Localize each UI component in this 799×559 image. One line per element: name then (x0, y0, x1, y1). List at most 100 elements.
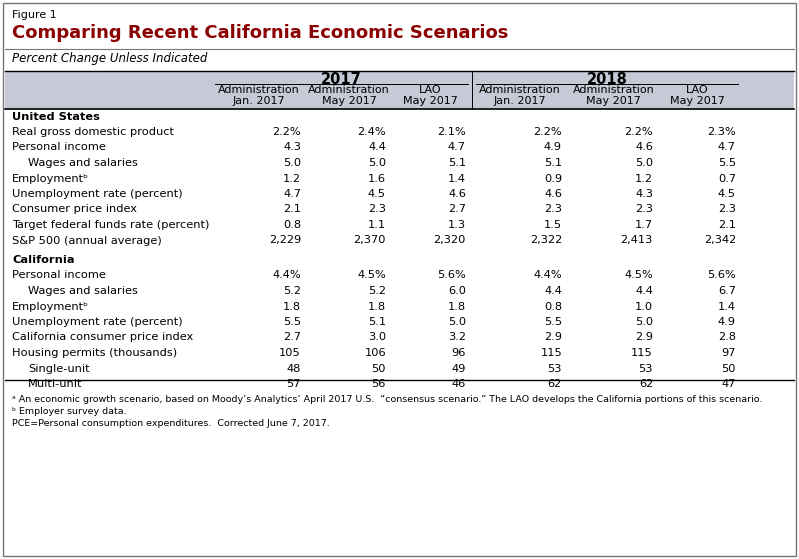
Text: 0.8: 0.8 (544, 301, 562, 311)
Text: 5.5: 5.5 (718, 158, 736, 168)
Text: 4.7: 4.7 (283, 189, 301, 199)
Text: ᵇ Employer survey data.: ᵇ Employer survey data. (12, 406, 126, 415)
Text: 2,320: 2,320 (434, 235, 466, 245)
Text: 53: 53 (547, 363, 562, 373)
Text: 50: 50 (721, 363, 736, 373)
Text: 50: 50 (372, 363, 386, 373)
Text: Figure 1: Figure 1 (12, 10, 57, 20)
Text: 2018: 2018 (586, 72, 627, 87)
Text: May 2017: May 2017 (321, 96, 376, 106)
Text: 1.1: 1.1 (368, 220, 386, 230)
Text: 5.5: 5.5 (283, 317, 301, 327)
Text: Personal income: Personal income (12, 271, 106, 281)
Text: 4.4%: 4.4% (272, 271, 301, 281)
Text: 2.1: 2.1 (718, 220, 736, 230)
Text: 4.5: 4.5 (718, 189, 736, 199)
Text: 1.4: 1.4 (448, 173, 466, 183)
Text: 2.3: 2.3 (544, 205, 562, 215)
Text: Real gross domestic product: Real gross domestic product (12, 127, 174, 137)
Text: Housing permits (thousands): Housing permits (thousands) (12, 348, 177, 358)
Text: 5.0: 5.0 (635, 158, 653, 168)
Text: 2.2%: 2.2% (624, 127, 653, 137)
Text: 46: 46 (451, 379, 466, 389)
Text: 2.8: 2.8 (718, 333, 736, 343)
Text: 1.6: 1.6 (368, 173, 386, 183)
Text: 2.3: 2.3 (718, 205, 736, 215)
Text: Administration: Administration (479, 85, 561, 95)
Text: 1.7: 1.7 (635, 220, 653, 230)
Text: Unemployment rate (percent): Unemployment rate (percent) (12, 317, 183, 327)
Text: Administration: Administration (573, 85, 654, 95)
Text: 2.1%: 2.1% (437, 127, 466, 137)
Text: 49: 49 (451, 363, 466, 373)
Text: 6.7: 6.7 (718, 286, 736, 296)
Text: 4.5: 4.5 (368, 189, 386, 199)
Text: May 2017: May 2017 (403, 96, 458, 106)
Text: 115: 115 (631, 348, 653, 358)
Text: 2.9: 2.9 (544, 333, 562, 343)
Text: 1.3: 1.3 (448, 220, 466, 230)
Text: 47: 47 (721, 379, 736, 389)
Text: 5.1: 5.1 (448, 158, 466, 168)
Text: 1.0: 1.0 (635, 301, 653, 311)
Text: 0.8: 0.8 (283, 220, 301, 230)
Text: 6.0: 6.0 (448, 286, 466, 296)
Text: 2,322: 2,322 (530, 235, 562, 245)
Text: 2.7: 2.7 (448, 205, 466, 215)
Text: 2.3: 2.3 (368, 205, 386, 215)
Text: 4.4: 4.4 (635, 286, 653, 296)
Text: 4.9: 4.9 (718, 317, 736, 327)
Text: PCE=Personal consumption expenditures.  Corrected June 7, 2017.: PCE=Personal consumption expenditures. C… (12, 419, 330, 428)
Text: 53: 53 (638, 363, 653, 373)
Text: Target federal funds rate (percent): Target federal funds rate (percent) (12, 220, 209, 230)
Text: LAO: LAO (419, 85, 442, 95)
Text: 4.3: 4.3 (635, 189, 653, 199)
Text: 57: 57 (287, 379, 301, 389)
Text: United States: United States (12, 111, 100, 121)
Text: Jan. 2017: Jan. 2017 (233, 96, 285, 106)
Text: 5.5: 5.5 (544, 317, 562, 327)
Text: LAO: LAO (686, 85, 709, 95)
Text: 5.0: 5.0 (448, 317, 466, 327)
Text: 4.7: 4.7 (448, 143, 466, 153)
Text: Comparing Recent California Economic Scenarios: Comparing Recent California Economic Sce… (12, 24, 508, 42)
Text: 4.6: 4.6 (448, 189, 466, 199)
Text: Percent Change Unless Indicated: Percent Change Unless Indicated (12, 52, 208, 65)
Text: 1.5: 1.5 (544, 220, 562, 230)
Text: 5.6%: 5.6% (707, 271, 736, 281)
Text: 1.2: 1.2 (283, 173, 301, 183)
Text: 4.6: 4.6 (544, 189, 562, 199)
Text: Jan. 2017: Jan. 2017 (494, 96, 547, 106)
Text: 4.4: 4.4 (544, 286, 562, 296)
Text: ᵃ An economic growth scenario, based on Moody’s Analytics’ April 2017 U.S.  “con: ᵃ An economic growth scenario, based on … (12, 395, 762, 404)
Text: 4.9: 4.9 (544, 143, 562, 153)
Text: May 2017: May 2017 (586, 96, 641, 106)
Bar (5, 71, 794, 109)
Text: 2.2%: 2.2% (534, 127, 562, 137)
Text: Wages and salaries: Wages and salaries (28, 158, 138, 168)
Text: Administration: Administration (308, 85, 390, 95)
Text: 5.0: 5.0 (283, 158, 301, 168)
Text: 5.0: 5.0 (368, 158, 386, 168)
Text: Multi-unit: Multi-unit (28, 379, 82, 389)
Text: Consumer price index: Consumer price index (12, 205, 137, 215)
Text: 4.5%: 4.5% (624, 271, 653, 281)
Text: 5.6%: 5.6% (437, 271, 466, 281)
Text: 1.8: 1.8 (448, 301, 466, 311)
Text: Administration: Administration (218, 85, 300, 95)
Text: 4.6: 4.6 (635, 143, 653, 153)
Text: 2,413: 2,413 (621, 235, 653, 245)
Text: 96: 96 (451, 348, 466, 358)
Text: 115: 115 (540, 348, 562, 358)
Text: 5.2: 5.2 (283, 286, 301, 296)
Text: S&P 500 (annual average): S&P 500 (annual average) (12, 235, 161, 245)
Text: 1.8: 1.8 (368, 301, 386, 311)
Text: Single-unit: Single-unit (28, 363, 89, 373)
Text: 62: 62 (638, 379, 653, 389)
Text: 2.3: 2.3 (635, 205, 653, 215)
Text: California consumer price index: California consumer price index (12, 333, 193, 343)
Text: 2.2%: 2.2% (272, 127, 301, 137)
Text: 4.7: 4.7 (718, 143, 736, 153)
Text: 4.4%: 4.4% (534, 271, 562, 281)
Text: Employmentᵇ: Employmentᵇ (12, 173, 89, 183)
